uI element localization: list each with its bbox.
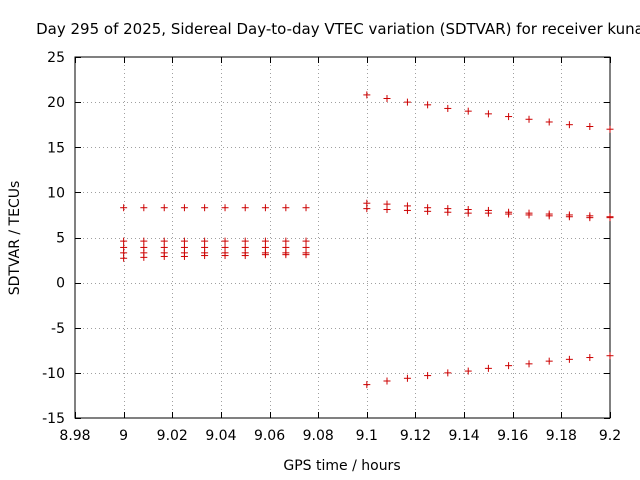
data-point bbox=[180, 204, 188, 212]
data-point bbox=[241, 204, 249, 212]
data-point bbox=[363, 205, 371, 213]
data-point bbox=[282, 251, 290, 259]
data-point bbox=[505, 210, 513, 218]
data-point bbox=[525, 211, 533, 219]
data-point bbox=[464, 367, 472, 375]
data-point bbox=[444, 369, 452, 377]
data-point bbox=[464, 107, 472, 115]
data-point bbox=[484, 364, 492, 372]
data-points bbox=[120, 91, 614, 389]
data-point bbox=[424, 101, 432, 109]
x-tick-label: 9.2 bbox=[599, 428, 621, 444]
x-tick-label: 9.12 bbox=[400, 428, 431, 444]
data-point bbox=[160, 204, 168, 212]
data-point bbox=[403, 206, 411, 214]
data-point bbox=[302, 237, 310, 245]
x-tick-label: 9.06 bbox=[254, 428, 285, 444]
data-point bbox=[180, 237, 188, 245]
x-tick-label: 8.98 bbox=[59, 428, 90, 444]
data-point bbox=[586, 214, 594, 222]
grid-lines bbox=[75, 57, 610, 418]
data-point bbox=[221, 252, 229, 260]
data-point bbox=[565, 355, 573, 363]
data-point bbox=[120, 204, 128, 212]
data-point bbox=[241, 237, 249, 245]
y-tick-label: 5 bbox=[56, 231, 65, 247]
data-point bbox=[140, 204, 148, 212]
data-point bbox=[261, 237, 269, 245]
y-tick-label: 20 bbox=[47, 95, 65, 111]
data-point bbox=[160, 237, 168, 245]
data-point bbox=[160, 252, 168, 260]
data-point bbox=[484, 110, 492, 118]
data-point bbox=[221, 204, 229, 212]
y-axis-label: SDTVAR / TECUs bbox=[7, 181, 23, 296]
x-tick-label: 9.14 bbox=[449, 428, 480, 444]
plot-frame bbox=[74, 56, 611, 419]
y-tick-label: -5 bbox=[51, 321, 65, 337]
x-tick-label: 9.04 bbox=[205, 428, 236, 444]
data-point bbox=[383, 377, 391, 385]
data-point bbox=[444, 208, 452, 216]
data-point bbox=[180, 252, 188, 260]
y-tick-label: -15 bbox=[42, 411, 65, 427]
data-point bbox=[403, 374, 411, 382]
data-point bbox=[201, 237, 209, 245]
data-point bbox=[201, 204, 209, 212]
data-point bbox=[282, 237, 290, 245]
x-tick-label: 9.08 bbox=[303, 428, 334, 444]
data-point bbox=[586, 122, 594, 130]
data-point bbox=[424, 207, 432, 215]
data-point bbox=[282, 204, 290, 212]
data-point bbox=[261, 251, 269, 259]
data-point bbox=[606, 352, 614, 360]
data-point bbox=[302, 251, 310, 259]
data-point bbox=[120, 237, 128, 245]
data-point bbox=[606, 125, 614, 133]
data-point bbox=[302, 204, 310, 212]
data-point bbox=[140, 237, 148, 245]
data-point bbox=[424, 372, 432, 380]
data-point bbox=[261, 204, 269, 212]
data-point bbox=[565, 121, 573, 129]
data-point bbox=[120, 254, 128, 262]
data-point bbox=[241, 252, 249, 260]
data-point bbox=[586, 354, 594, 362]
data-point bbox=[525, 115, 533, 123]
data-point bbox=[565, 213, 573, 221]
data-point bbox=[383, 95, 391, 103]
x-axis-ticks: 8.98 9 9.02 9.04 9.06 9.08 9.1 9.12 9.14 9.16 9.18… bbox=[59, 57, 621, 444]
data-point bbox=[444, 104, 452, 112]
x-tick-label: 9.18 bbox=[546, 428, 577, 444]
data-point bbox=[140, 253, 148, 261]
data-point bbox=[403, 98, 411, 106]
y-axis-ticks: -15 -10 -5 0 5 10 15 20 25 bbox=[42, 50, 610, 427]
data-point bbox=[464, 209, 472, 217]
data-point bbox=[201, 252, 209, 260]
data-point bbox=[545, 118, 553, 126]
data-point bbox=[505, 113, 513, 121]
y-tick-label: -10 bbox=[42, 366, 65, 382]
data-point bbox=[484, 209, 492, 217]
data-point bbox=[606, 214, 614, 222]
x-tick-label: 9.1 bbox=[356, 428, 378, 444]
data-point bbox=[525, 360, 533, 368]
x-tick-label: 9.02 bbox=[157, 428, 188, 444]
data-point bbox=[545, 357, 553, 365]
chart-title: Day 295 of 2025, Sidereal Day-to-day VTE… bbox=[36, 20, 640, 38]
data-point bbox=[545, 212, 553, 220]
y-tick-label: 15 bbox=[47, 140, 65, 156]
x-axis-label: GPS time / hours bbox=[283, 458, 400, 474]
data-point bbox=[221, 237, 229, 245]
x-tick-label: 9 bbox=[119, 428, 128, 444]
y-tick-label: 10 bbox=[47, 185, 65, 201]
data-point bbox=[363, 381, 371, 389]
data-point bbox=[505, 362, 513, 370]
y-tick-label: 25 bbox=[47, 50, 65, 66]
data-point bbox=[383, 206, 391, 214]
y-tick-label: 0 bbox=[56, 276, 65, 292]
x-tick-label: 9.16 bbox=[497, 428, 528, 444]
data-point bbox=[363, 91, 371, 99]
